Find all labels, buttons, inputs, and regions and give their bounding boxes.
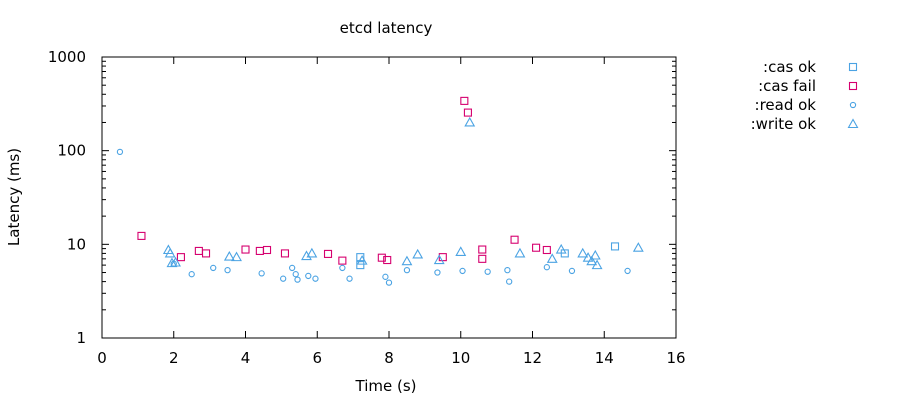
point-cas-fail: [377, 253, 386, 262]
point-write-ok: [223, 250, 235, 261]
x-tick-label: 16: [666, 349, 685, 367]
point-cas-fail: [201, 249, 211, 258]
point-cas-fail: [176, 253, 185, 262]
point-read-ok: [624, 267, 631, 275]
point-read-ok: [188, 271, 195, 278]
legend-marker-read-ok: [849, 101, 857, 109]
x-tick-label: 14: [595, 349, 614, 367]
y-tick-label: 1: [76, 329, 86, 347]
point-write-ok: [555, 243, 567, 254]
y-axis-label: Latency (ms): [5, 148, 23, 246]
point-read-ok: [116, 148, 124, 156]
point-read-ok: [280, 275, 287, 282]
point-write-ok: [166, 257, 178, 268]
point-read-ok: [434, 269, 441, 276]
point-cas-fail: [478, 245, 487, 254]
point-cas-fail: [383, 255, 392, 265]
point-read-ok: [210, 264, 217, 272]
x-tick-label: 4: [241, 349, 251, 367]
point-read-ok: [403, 267, 411, 274]
legend-label-cas-ok: :cas ok: [763, 58, 816, 76]
point-read-ok: [339, 264, 346, 272]
point-read-ok: [312, 275, 319, 282]
point-write-ok: [231, 251, 242, 262]
point-read-ok: [292, 271, 299, 278]
point-write-ok: [546, 253, 558, 263]
point-read-ok: [258, 270, 265, 277]
legend-label-read-ok: :read ok: [755, 96, 817, 114]
point-read-ok: [385, 279, 393, 286]
x-tick-label: 6: [312, 349, 322, 367]
point-write-ok: [412, 248, 424, 259]
point-read-ok: [543, 264, 550, 271]
point-write-ok: [401, 255, 413, 266]
point-write-ok: [464, 116, 476, 127]
point-write-ok: [170, 256, 181, 267]
legend-marker-cas-ok: [848, 62, 858, 72]
point-cas-ok: [356, 253, 365, 262]
x-tick-label: 10: [451, 349, 470, 367]
point-read-ok: [568, 267, 576, 275]
y-tick-label: 10: [67, 235, 86, 253]
point-cas-fail: [323, 249, 333, 258]
y-tick-label: 100: [57, 142, 86, 160]
point-write-ok: [514, 247, 526, 258]
point-read-ok: [382, 273, 389, 280]
point-cas-fail: [255, 246, 264, 255]
point-read-ok: [459, 267, 466, 275]
point-cas-fail: [338, 256, 347, 265]
x-axis: 0 2 4 6 8 10 12 14 16: [97, 57, 686, 367]
legend: :cas ok:cas fail:read ok:write ok: [751, 58, 859, 133]
point-read-ok: [305, 272, 312, 280]
point-cas-fail: [438, 253, 447, 262]
point-cas-ok: [356, 261, 365, 270]
legend-marker-cas-fail: [848, 81, 858, 91]
point-write-ok: [455, 246, 467, 256]
point-write-ok: [586, 255, 598, 266]
point-write-ok: [164, 247, 176, 258]
point-read-ok: [504, 267, 511, 274]
point-cas-fail: [262, 245, 272, 255]
point-write-ok: [591, 259, 603, 270]
point-write-ok: [582, 252, 594, 262]
legend-label-write-ok: :write ok: [751, 115, 817, 133]
y-axis: 1 10 100 1000: [48, 48, 676, 347]
point-cas-fail: [137, 231, 146, 240]
point-read-ok: [294, 276, 301, 283]
point-cas-fail: [542, 245, 551, 255]
point-cas-fail: [280, 249, 290, 258]
data-points: [116, 96, 644, 286]
point-write-ok: [632, 242, 644, 252]
point-write-ok: [356, 255, 368, 265]
point-cas-fail: [478, 254, 487, 263]
point-cas-fail: [463, 108, 472, 117]
point-write-ok: [433, 254, 445, 265]
x-tick-label: 8: [384, 349, 394, 367]
point-cas-ok: [610, 242, 620, 251]
x-tick-label: 2: [169, 349, 179, 367]
point-read-ok: [346, 275, 353, 282]
point-cas-fail: [460, 96, 469, 105]
point-cas-fail: [532, 243, 541, 252]
plot-frame: [101, 56, 677, 339]
point-read-ok: [224, 267, 231, 274]
x-tick-label: 0: [97, 349, 107, 367]
point-write-ok: [577, 247, 589, 258]
point-cas-fail: [194, 246, 203, 255]
point-write-ok: [589, 249, 601, 260]
point-write-ok: [306, 247, 318, 258]
chart-title: etcd latency: [340, 19, 433, 37]
point-cas-fail: [510, 235, 519, 244]
point-read-ok: [506, 278, 513, 285]
x-tick-label: 12: [523, 349, 542, 367]
point-cas-fail: [241, 245, 250, 254]
x-axis-label: Time (s): [355, 377, 417, 395]
point-read-ok: [484, 268, 491, 275]
point-read-ok: [288, 264, 296, 272]
legend-marker-write-ok: [847, 118, 859, 129]
y-tick-label: 1000: [48, 48, 86, 66]
legend-label-cas-fail: :cas fail: [758, 77, 816, 95]
